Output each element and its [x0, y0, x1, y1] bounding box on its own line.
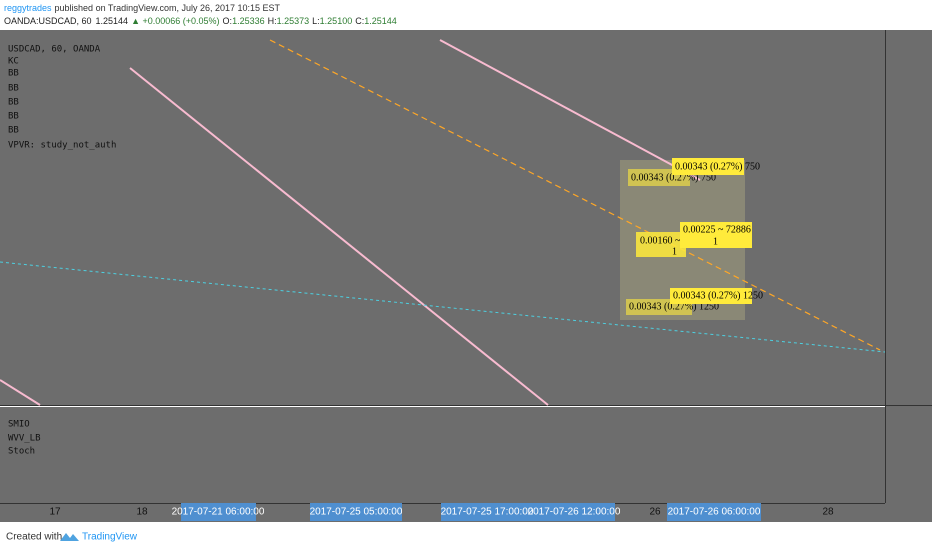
annotation-box — [672, 158, 744, 175]
annotation: 1 — [713, 236, 718, 247]
symbol: OANDA:USDCAD, 60 — [4, 16, 92, 26]
oscillator-label: WVV_LB — [8, 434, 41, 444]
oscillator-label: Stoch — [8, 447, 35, 457]
footer-bg — [0, 522, 932, 550]
time-label: 26 — [649, 507, 661, 518]
time-label: 17 — [49, 507, 61, 518]
annotation: 0.00225 ~ 72886 — [683, 224, 751, 235]
symbol-line: OANDA:USDCAD, 60 1.25144 ▲ +0.00066 (+0.05… — [4, 16, 397, 26]
time-label: 2017-07-25 17:00:00 — [441, 507, 534, 518]
price-pane — [0, 30, 885, 405]
time-label: 2017-07-21 06:00:00 — [172, 507, 265, 518]
annotation-box — [636, 232, 686, 257]
indicator-list: USDCAD, 60, OANDA KC BB BB BB BB BB VPVR… — [8, 45, 116, 457]
oscillator-pane — [0, 407, 885, 503]
annotation: 0.00343 (0.27%) 1250 — [673, 290, 763, 301]
header-bg — [0, 0, 932, 30]
open: 1.25336 — [232, 16, 265, 26]
publish-line: reggytrades published on TradingView.com,… — [4, 3, 281, 13]
time-highlight — [310, 503, 402, 521]
annotation: 0.00343 (0.27%) 750 — [631, 172, 716, 183]
high: 1.25373 — [277, 16, 310, 26]
time-labels: 17 18 2017-07-21 06:00:00 2017-07-25 05:… — [49, 503, 834, 521]
annotation-box — [670, 288, 752, 304]
author[interactable]: reggytrades — [4, 3, 52, 13]
indicator-label: BB — [8, 112, 19, 122]
annotation: 0.00160 ~ — [640, 235, 681, 246]
trend-line — [269, 39, 881, 351]
annotation: 0.00343 (0.27%) 1250 — [629, 301, 719, 312]
annotation: 0.00343 (0.27%) 750 — [675, 161, 760, 172]
indicator-label: KC — [8, 57, 19, 67]
time-highlight — [667, 503, 761, 521]
indicator-label: VPVR: study_not_auth — [8, 141, 116, 151]
annotation-box — [680, 222, 752, 248]
o-label: O: — [223, 16, 233, 26]
annotations: 0.00343 (0.27%) 750 0.00343 (0.27%) 750 … — [626, 158, 763, 315]
trend-line — [439, 39, 701, 181]
c-label: C: — [355, 16, 364, 26]
time-label: 28 — [822, 507, 834, 518]
change: ▲ +0.00066 (+0.05%) — [131, 16, 219, 26]
h-label: H: — [268, 16, 277, 26]
last: 1.25144 — [96, 16, 129, 26]
time-label: 2017-07-26 06:00:00 — [668, 507, 761, 518]
annotation: 1 — [672, 246, 677, 257]
brand[interactable]: TradingView — [82, 532, 138, 543]
price-axis — [885, 30, 932, 503]
trend-line — [0, 261, 886, 353]
time-highlight — [441, 503, 533, 521]
time-label: 2017-07-25 05:00:00 — [310, 507, 403, 518]
l-label: L: — [312, 16, 320, 26]
close: 1.25144 — [364, 16, 397, 26]
indicator-label: BB — [8, 126, 19, 136]
trend-line — [0, 379, 41, 406]
low: 1.25100 — [320, 16, 353, 26]
indicator-label: USDCAD, 60, OANDA — [8, 45, 101, 55]
time-highlight — [181, 503, 256, 521]
time-label: 2017-07-26 12:00:00 — [528, 507, 621, 518]
indicator-label: BB — [8, 84, 19, 94]
trend-line — [129, 67, 549, 406]
created-with: Created with — [6, 532, 62, 543]
indicator-label: BB — [8, 69, 19, 79]
indicator-label: BB — [8, 98, 19, 108]
time-highlight — [533, 503, 615, 521]
tradingview-logo[interactable] — [60, 533, 79, 541]
oscillator-label: SMIO — [8, 420, 30, 430]
published: published on TradingView.com, July 26, 2… — [55, 3, 281, 13]
time-label: 18 — [136, 507, 148, 518]
